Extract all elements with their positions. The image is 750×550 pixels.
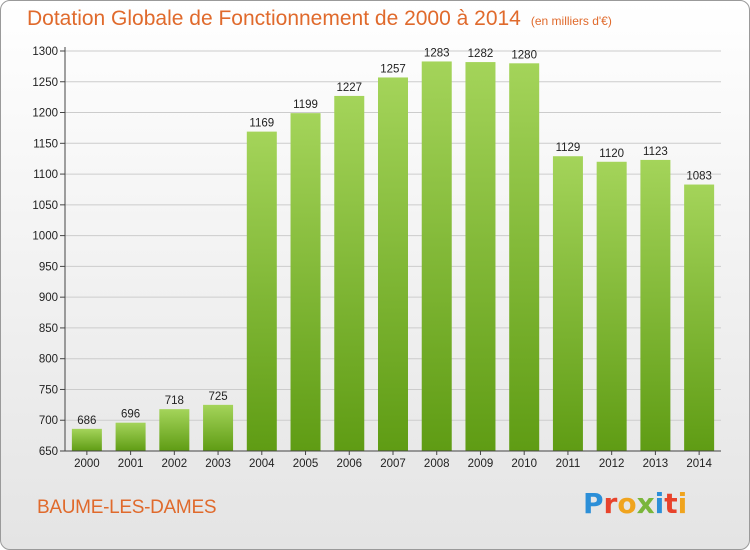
x-tick-label: 2005 <box>293 458 319 470</box>
y-tick-label: 1200 <box>32 108 58 120</box>
bar <box>552 156 583 451</box>
commune-name: BAUME-LES-DAMES <box>37 497 217 518</box>
bar <box>640 159 671 451</box>
x-tick-label: 2010 <box>511 458 537 470</box>
y-tick-label: 1300 <box>32 46 58 58</box>
bar-value-label: 1257 <box>380 63 406 75</box>
bar-value-label: 1199 <box>293 99 318 111</box>
y-tick-label: 1250 <box>32 77 58 89</box>
bar-value-label: 1227 <box>336 82 362 94</box>
bar <box>684 184 715 452</box>
bar-value-label: 1123 <box>643 146 668 158</box>
bar <box>71 428 102 451</box>
y-tick-label: 750 <box>39 384 58 396</box>
bar-value-label: 1283 <box>424 47 450 59</box>
bar-value-label: 1129 <box>556 142 581 154</box>
y-tick-label: 800 <box>39 354 58 366</box>
x-tick-label: 2000 <box>74 458 100 470</box>
x-tick-label: 2014 <box>686 458 712 470</box>
bar <box>290 113 321 452</box>
logo-letter: i <box>654 487 665 520</box>
x-tick-label: 2011 <box>556 458 581 470</box>
x-tick-label: 2008 <box>424 458 450 470</box>
axes: 650 700 750 800 850 900 950 1000 1050 1100 1150 120… <box>32 46 721 470</box>
chart-title-text: Dotation Globale de Fonctionnement de 20… <box>27 7 521 30</box>
bar <box>159 409 190 451</box>
y-tick-label: 1150 <box>33 138 58 150</box>
y-tick-label: 950 <box>39 261 58 273</box>
y-tick-label: 1000 <box>32 231 58 243</box>
proxiti-logo: Proxiti <box>583 487 687 520</box>
bar-value-label: 686 <box>77 415 96 427</box>
y-tick-label: 650 <box>39 446 58 458</box>
y-tick-label: 700 <box>39 415 58 427</box>
x-tick-label: 2006 <box>336 458 362 470</box>
x-tick-label: 2003 <box>205 458 231 470</box>
bar <box>596 161 627 451</box>
chart-title: Dotation Globale de Fonctionnement de 20… <box>27 7 612 31</box>
bar <box>115 422 146 451</box>
bar <box>421 61 452 451</box>
bar-value-label: 1169 <box>249 118 274 130</box>
y-tick-label: 900 <box>39 292 58 304</box>
x-tick-label: 2001 <box>118 458 144 470</box>
logo-letter: P <box>583 487 604 520</box>
bar-value-label: 1120 <box>599 148 624 160</box>
bars: 686 696 718 725 1169 1199 1227 1257 1283 1282 1280… <box>71 47 715 452</box>
bar-value-label: 1083 <box>686 171 712 183</box>
bar <box>509 63 540 452</box>
y-tick-label: 850 <box>39 323 58 335</box>
x-tick-label: 2013 <box>643 458 669 470</box>
logo-letter: t <box>664 487 678 520</box>
bar <box>378 77 408 451</box>
bar <box>246 131 277 451</box>
bar-value-label: 696 <box>121 409 140 421</box>
x-tick-label: 2004 <box>249 458 275 470</box>
logo-letter: i <box>677 487 688 520</box>
logo-letter: r <box>603 487 618 520</box>
logo-letter: x <box>636 487 655 520</box>
logo-letter: o <box>617 487 637 520</box>
bar <box>334 95 365 451</box>
bar-value-label: 1282 <box>468 48 494 60</box>
x-tick-label: 2012 <box>599 458 625 470</box>
y-tick-label: 1050 <box>32 200 58 212</box>
bar <box>465 62 496 451</box>
chart-unit: (en milliers d'€) <box>530 14 612 28</box>
x-tick-label: 2002 <box>162 458 188 470</box>
x-tick-label: 2009 <box>468 458 494 470</box>
bar-value-label: 1280 <box>511 49 537 61</box>
y-tick-label: 1100 <box>33 169 58 181</box>
x-tick-label: 2007 <box>380 458 406 470</box>
bar-value-label: 718 <box>165 395 184 407</box>
bar <box>203 404 234 451</box>
bar-value-label: 725 <box>208 391 227 403</box>
